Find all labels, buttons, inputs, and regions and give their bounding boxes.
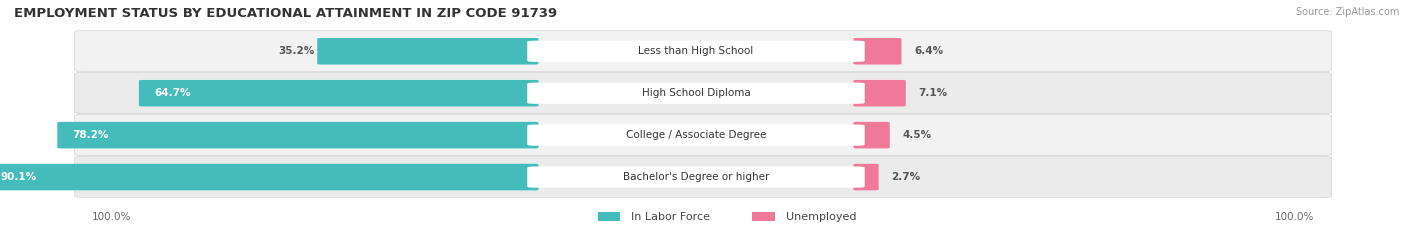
Text: In Labor Force: In Labor Force <box>631 212 710 222</box>
Text: 64.7%: 64.7% <box>155 88 191 98</box>
FancyBboxPatch shape <box>75 30 1331 72</box>
FancyBboxPatch shape <box>318 38 538 65</box>
Text: Source: ZipAtlas.com: Source: ZipAtlas.com <box>1295 7 1399 17</box>
Text: 90.1%: 90.1% <box>1 172 37 182</box>
FancyBboxPatch shape <box>853 80 905 106</box>
FancyBboxPatch shape <box>752 212 775 221</box>
FancyBboxPatch shape <box>58 122 538 148</box>
FancyBboxPatch shape <box>527 124 865 146</box>
Text: Bachelor's Degree or higher: Bachelor's Degree or higher <box>623 172 769 182</box>
FancyBboxPatch shape <box>598 212 620 221</box>
Text: 100.0%: 100.0% <box>1275 212 1315 222</box>
Text: 100.0%: 100.0% <box>91 212 131 222</box>
FancyBboxPatch shape <box>853 38 901 65</box>
Text: 2.7%: 2.7% <box>891 172 921 182</box>
FancyBboxPatch shape <box>853 164 879 190</box>
Text: 6.4%: 6.4% <box>914 46 943 56</box>
FancyBboxPatch shape <box>75 72 1331 114</box>
Text: 4.5%: 4.5% <box>903 130 932 140</box>
FancyBboxPatch shape <box>527 83 865 104</box>
FancyBboxPatch shape <box>139 80 538 106</box>
FancyBboxPatch shape <box>527 41 865 62</box>
FancyBboxPatch shape <box>75 156 1331 198</box>
Text: EMPLOYMENT STATUS BY EDUCATIONAL ATTAINMENT IN ZIP CODE 91739: EMPLOYMENT STATUS BY EDUCATIONAL ATTAINM… <box>14 7 557 20</box>
FancyBboxPatch shape <box>527 166 865 188</box>
FancyBboxPatch shape <box>0 164 538 190</box>
Text: 7.1%: 7.1% <box>918 88 948 98</box>
Text: Less than High School: Less than High School <box>638 46 754 56</box>
Text: College / Associate Degree: College / Associate Degree <box>626 130 766 140</box>
Text: 78.2%: 78.2% <box>73 130 110 140</box>
Text: Unemployed: Unemployed <box>786 212 856 222</box>
FancyBboxPatch shape <box>853 122 890 148</box>
Text: High School Diploma: High School Diploma <box>641 88 751 98</box>
Text: 35.2%: 35.2% <box>278 46 315 56</box>
FancyBboxPatch shape <box>75 114 1331 156</box>
